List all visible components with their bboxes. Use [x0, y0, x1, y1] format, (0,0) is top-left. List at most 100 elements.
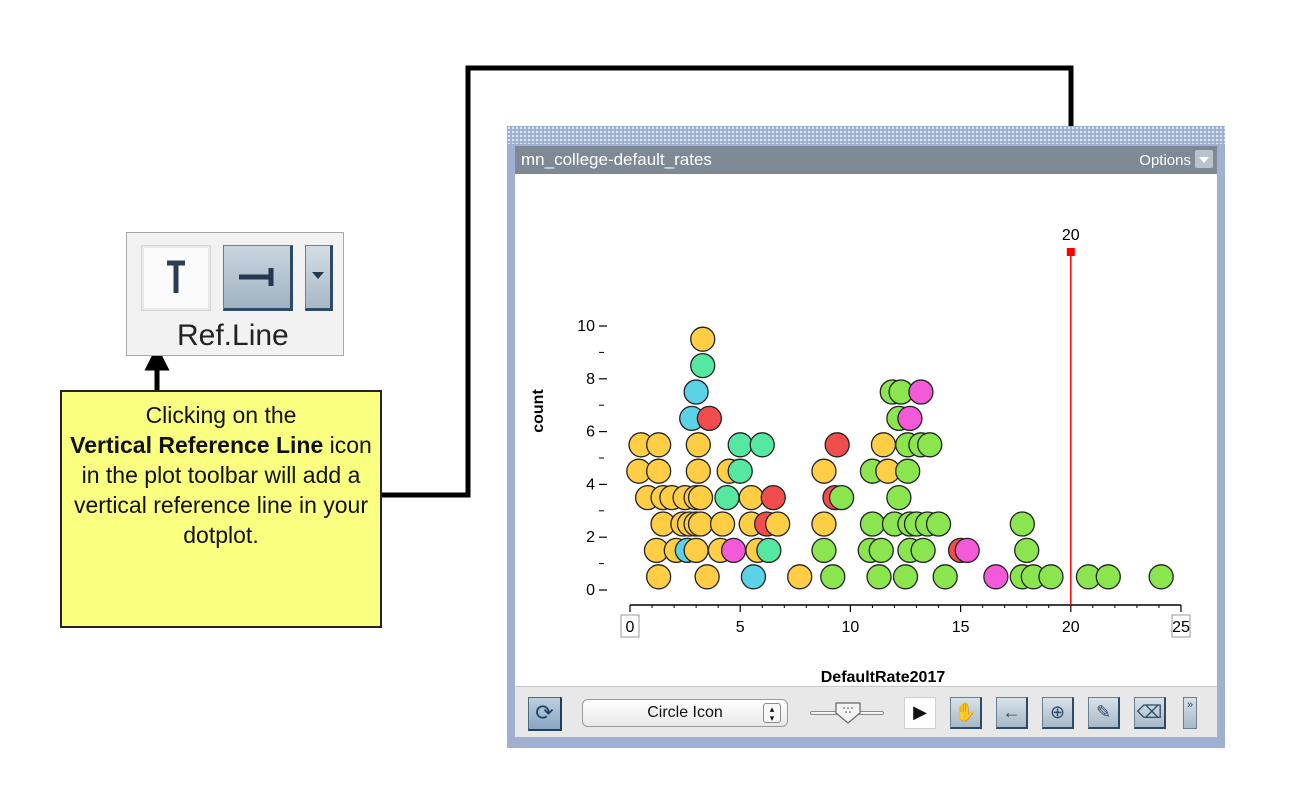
data-point: [709, 511, 736, 537]
horizontal-reference-line-button[interactable]: [141, 245, 211, 311]
data-point: [828, 484, 855, 511]
dotplot-chart[interactable]: 0 5 10 15 20 25 0 2 4 6 8 10 20 DefaultRate2017 cou…: [515, 174, 1217, 686]
data-point: [765, 511, 791, 537]
data-point: [683, 379, 709, 405]
x-axis-label: DefaultRate2017: [821, 669, 946, 686]
data-point: [646, 432, 672, 458]
y-tick-label: 6: [586, 424, 595, 441]
data-point: [983, 564, 1009, 590]
reference-line-value: 20: [1062, 227, 1080, 244]
data-point: [756, 537, 782, 564]
data-point: [866, 564, 892, 590]
axes: 0 5 10 15 20 25 0 2 4 6 8 10: [577, 318, 1191, 638]
data-point: [696, 405, 722, 432]
add-point-button[interactable]: ⊕: [1042, 697, 1074, 729]
data-point: [646, 458, 672, 484]
data-point: [868, 537, 894, 564]
data-point: [690, 326, 716, 352]
select-stepper-icon: ▴ ▾: [763, 703, 781, 723]
window-title-bar[interactable]: mn_college-default_rates Options: [515, 146, 1217, 174]
data-point: [910, 537, 936, 564]
data-point: [687, 511, 714, 537]
graph-window: mn_college-default_rates Options 0 5 10 15 2…: [507, 126, 1225, 748]
point-style-value: Circle Icon: [647, 704, 723, 721]
data-point: [917, 432, 943, 458]
x-tick-label: 10: [842, 619, 860, 636]
select-tool-button[interactable]: ▶: [904, 697, 936, 729]
data-point: [1148, 564, 1174, 590]
data-point: [694, 564, 720, 590]
options-menu[interactable]: Options: [1139, 152, 1191, 169]
callout-to-plot-arrow: [382, 65, 1084, 498]
pencil-icon: ✎: [1095, 702, 1112, 722]
data-point: [683, 537, 709, 564]
data-point: [1038, 564, 1064, 590]
data-point: [720, 537, 747, 564]
data-point: [811, 511, 837, 537]
eraser-button[interactable]: ⌫: [1134, 697, 1166, 729]
refline-dropdown-button[interactable]: [305, 245, 333, 311]
slider-thumb: [835, 702, 861, 724]
x-tick-label: 20: [1062, 619, 1080, 636]
more-tools-button[interactable]: »: [1183, 697, 1197, 729]
y-tick-label: 10: [577, 318, 595, 335]
callout-line1: Clicking on the: [145, 402, 297, 428]
data-point: [811, 537, 837, 564]
y-tick-label: 4: [586, 476, 595, 493]
data-point: [908, 379, 934, 405]
refline-label: Ref.Line: [177, 319, 289, 352]
callout-rest: icon in the plot toolbar will add a vert…: [73, 432, 372, 548]
data-point: [646, 564, 672, 590]
pencil-button[interactable]: ✎: [1088, 697, 1120, 729]
dotplot-area[interactable]: 0 5 10 15 20 25 0 2 4 6 8 10 20 DefaultRate2017 cou…: [515, 174, 1217, 686]
callout-bold-text: Vertical Reference Line: [70, 432, 324, 458]
data-point: [897, 405, 923, 432]
x-axis-bound-box: [1171, 614, 1191, 638]
data-point: [870, 432, 897, 458]
data-point: [685, 432, 711, 458]
point-style-select[interactable]: Circle Icon ▴ ▾: [582, 699, 788, 727]
y-tick-label: 8: [586, 371, 595, 388]
data-point: [727, 432, 753, 458]
data-point: [925, 511, 952, 537]
arrow-tool-button[interactable]: ←: [996, 697, 1028, 729]
refresh-button[interactable]: ⟳: [528, 697, 562, 731]
points: [626, 326, 1174, 590]
data-point: [892, 564, 919, 590]
data-point: [690, 352, 716, 379]
select-tool-icon: ▶: [913, 702, 927, 722]
data-point: [811, 458, 837, 484]
data-point: [738, 484, 764, 511]
data-point: [895, 458, 921, 484]
options-arrow-icon[interactable]: [1195, 150, 1213, 168]
data-point: [714, 484, 740, 511]
dropdown-arrow-icon: [312, 272, 324, 279]
data-point: [760, 484, 786, 511]
plot-toolbar: ⟳ Circle Icon ▴ ▾ ▶ ✋ ← ⊕ ✎ ⌫ »: [515, 686, 1217, 737]
data-point: [685, 458, 711, 484]
data-point: [886, 484, 912, 511]
hand-tool-icon: ✋: [954, 702, 977, 722]
window-title: mn_college-default_rates: [521, 150, 712, 169]
window-drag-handle[interactable]: [507, 126, 1225, 144]
x-axis-bound-box: [620, 614, 640, 638]
data-point: [740, 564, 767, 590]
point-size-slider[interactable]: [808, 699, 886, 727]
vertical-reference-line-icon: [239, 268, 274, 286]
reference-line-group: 20: [1062, 227, 1080, 605]
data-point: [824, 432, 850, 458]
reference-line-handle: [1066, 248, 1075, 256]
hand-tool-button[interactable]: ✋: [950, 697, 982, 729]
eraser-icon: ⌫: [1136, 702, 1163, 722]
x-tick-label: 15: [952, 619, 970, 636]
horizontal-reference-line-icon: [167, 260, 185, 293]
vertical-reference-line-button[interactable]: [223, 245, 293, 311]
x-tick-label: 0: [626, 619, 635, 636]
refresh-icon: ⟳: [535, 700, 554, 725]
data-point: [859, 511, 886, 537]
data-point: [932, 564, 958, 590]
y-tick-label: 0: [586, 582, 595, 599]
data-point: [727, 458, 753, 484]
data-point: [1009, 511, 1035, 537]
